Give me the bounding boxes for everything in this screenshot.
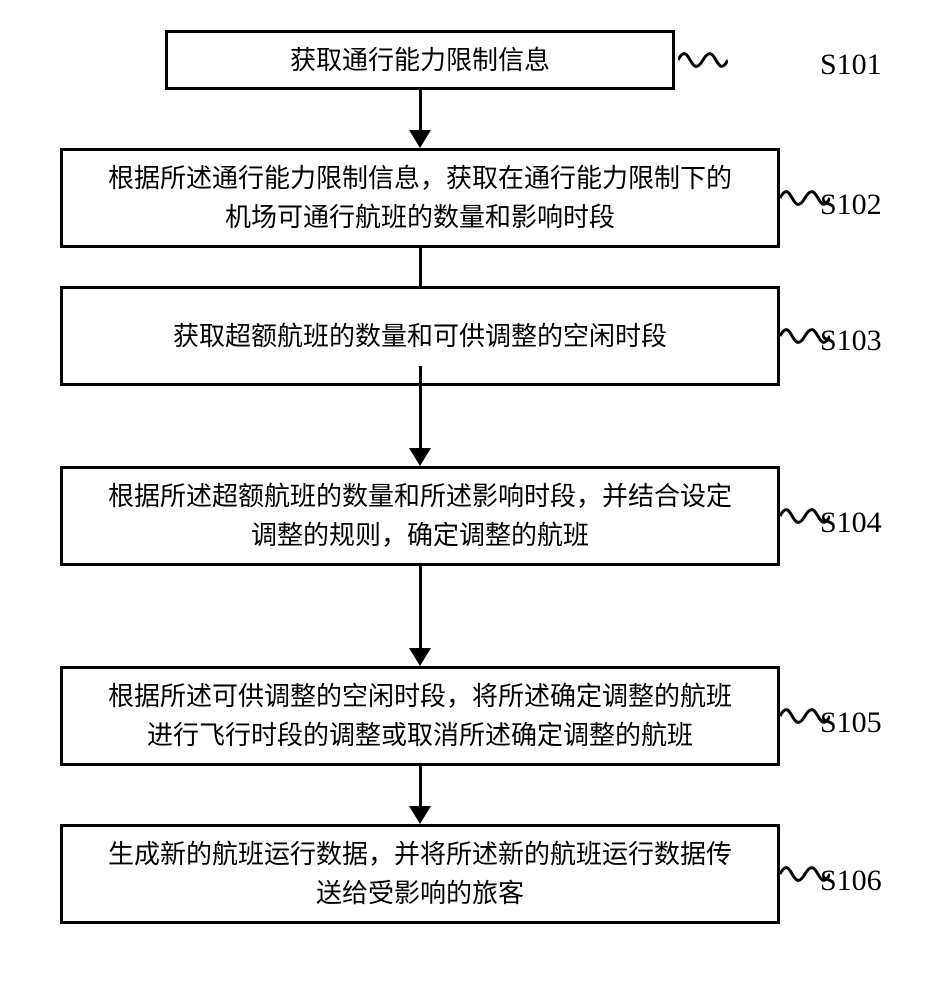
step-box-s106: 生成新的航班运行数据，并将所述新的航班运行数据传送给受影响的旅客 [60,824,780,924]
step-box-s105: 根据所述可供调整的空闲时段，将所述确定调整的航班进行飞行时段的调整或取消所述确定… [60,666,780,766]
flowchart-step: 根据所述通行能力限制信息，获取在通行能力限制下的机场可通行航班的数量和影响时段 … [60,148,890,248]
flow-arrow [60,90,780,148]
step-text-line: 生成新的航班运行数据，并将所述新的航班运行数据传 [108,835,732,874]
flowchart-step: 根据所述可供调整的空闲时段，将所述确定调整的航班进行飞行时段的调整或取消所述确定… [60,666,890,766]
step-label: S103 [820,324,882,358]
flow-arrow [60,366,780,466]
step-text-line: 进行飞行时段的调整或取消所述确定调整的航班 [147,716,693,755]
step-text-line: 送给受影响的旅客 [316,874,524,913]
step-text-line: 根据所述超额航班的数量和所述影响时段，并结合设定 [108,477,732,516]
flowchart-step: 根据所述超额航班的数量和所述影响时段，并结合设定调整的规则，确定调整的航班 S1… [60,466,890,566]
flowchart-step: 获取通行能力限制信息 S101 [60,30,890,90]
flowchart-step: 获取超额航班的数量和可供调整的空闲时段 S103 [60,306,890,366]
step-text-line: 根据所述可供调整的空闲时段，将所述确定调整的航班 [108,677,732,716]
flow-arrow [60,566,780,666]
step-box-s104: 根据所述超额航班的数量和所述影响时段，并结合设定调整的规则，确定调整的航班 [60,466,780,566]
step-box-s101: 获取通行能力限制信息 [165,30,675,90]
step-label: S104 [820,506,882,540]
step-text-line: 机场可通行航班的数量和影响时段 [225,198,615,237]
step-text-line: 根据所述通行能力限制信息，获取在通行能力限制下的 [108,159,732,198]
step-label: S105 [820,706,882,740]
step-text-line: 调整的规则，确定调整的航班 [251,516,589,555]
flowchart-step: 生成新的航班运行数据，并将所述新的航班运行数据传送给受影响的旅客 S106 [60,824,890,924]
step-text-line: 获取超额航班的数量和可供调整的空闲时段 [173,317,667,356]
step-label: S106 [820,864,882,898]
step-text-line: 获取通行能力限制信息 [290,41,550,80]
step-box-s102: 根据所述通行能力限制信息，获取在通行能力限制下的机场可通行航班的数量和影响时段 [60,148,780,248]
flow-arrow [60,766,780,824]
connector-tilde [678,30,728,90]
step-label: S102 [820,188,882,222]
flowchart-container: 获取通行能力限制信息 S101 根据所述通行能力限制信息，获取在通行能力限制下的… [60,30,890,924]
step-label: S101 [820,48,882,82]
